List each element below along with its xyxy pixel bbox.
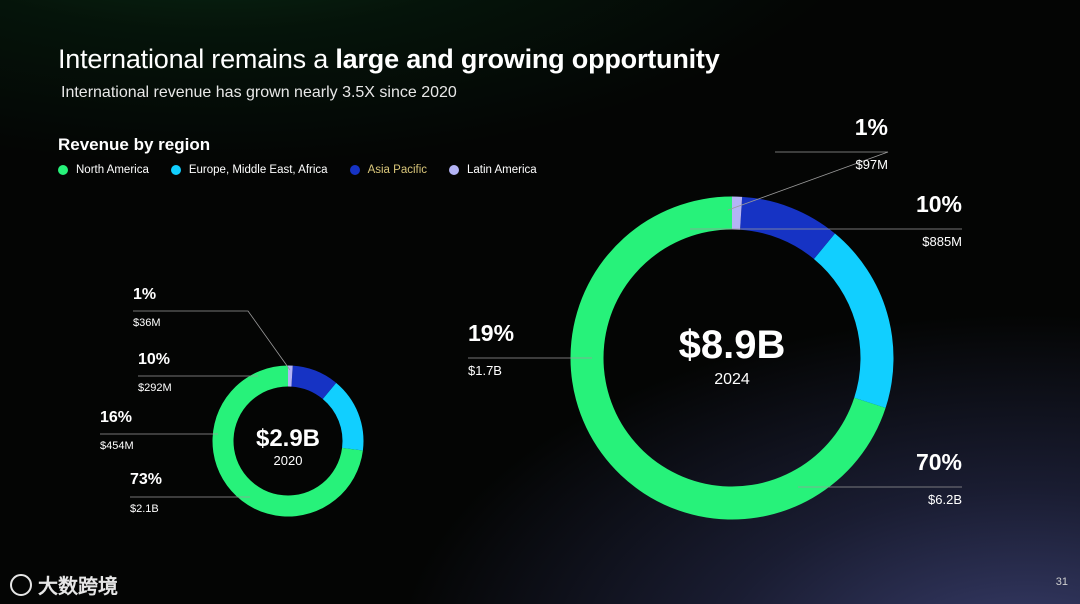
donut-slice-latin-america [288,365,293,387]
leader-line [727,151,889,211]
legend-dot-latin-america [449,165,460,175]
page-subtitle: International revenue has grown nearly 3… [61,84,457,101]
percent-label: 10% [916,191,962,217]
percent-label: 1% [133,286,156,303]
donut-slice-asia-pacific [291,365,337,400]
percent-label: 19% [468,320,514,346]
legend-dot-asia-pacific [349,165,360,175]
donut-slice-asia-pacific [740,196,835,259]
value-label: $885M [922,234,962,249]
legend-label: Europe, Middle East, Africa [188,164,328,176]
donut-slice-europe-middle-east-africa [322,382,364,451]
legend-label: North America [76,164,149,176]
leader-line [133,310,291,371]
donut-year-label: 2020 [274,453,303,468]
value-label: $6.2B [928,492,962,507]
page-number: 31 [1055,576,1068,588]
legend-item-latin-america: Latin America [449,164,537,176]
value-label: $36M [133,317,161,329]
legend: North America Europe, Middle East, Afric… [58,164,559,176]
donut-year-label: 2024 [714,371,750,388]
section-title: Revenue by region [58,135,211,154]
legend-dot-north-america [58,165,68,175]
legend-label: Asia Pacific [367,164,428,176]
legend-item-emea: Europe, Middle East, Africa [170,164,328,176]
donut-total-label: $8.9B [679,323,786,367]
value-label: $454M [100,440,134,452]
donut-total-label: $2.9B [256,425,320,452]
percent-label: 70% [916,449,962,475]
value-label: $1.7B [468,363,502,378]
donut-slice-latin-america [732,196,743,230]
percent-label: 73% [130,471,162,488]
value-label: $292M [138,382,172,394]
legend-item-asia-pacific: Asia Pacific [349,164,428,176]
donut-chart-2024: $8.9B 2024 70% $6.2B 19% $1.7B 10% $885M 1% $97M [468,114,962,520]
legend-label: Latin America [467,164,537,176]
page-title: International remains a large and growin… [58,44,720,75]
logo-icon [10,573,32,596]
percent-label: 16% [100,409,132,426]
value-label: $97M [855,157,888,172]
watermark-text: 大数跨境 [38,576,118,598]
legend-item-north-america: North America [58,164,149,176]
donut-slice-europe-middle-east-africa [813,233,894,408]
title-bold: large and growing opportunity [335,44,720,74]
legend-dot-emea [170,165,181,175]
value-label: $2.1B [130,503,159,515]
watermark-logo: 大数跨境 [10,570,118,599]
title-regular: International remains a [58,44,336,74]
percent-label: 1% [855,114,888,140]
percent-label: 10% [138,351,170,368]
